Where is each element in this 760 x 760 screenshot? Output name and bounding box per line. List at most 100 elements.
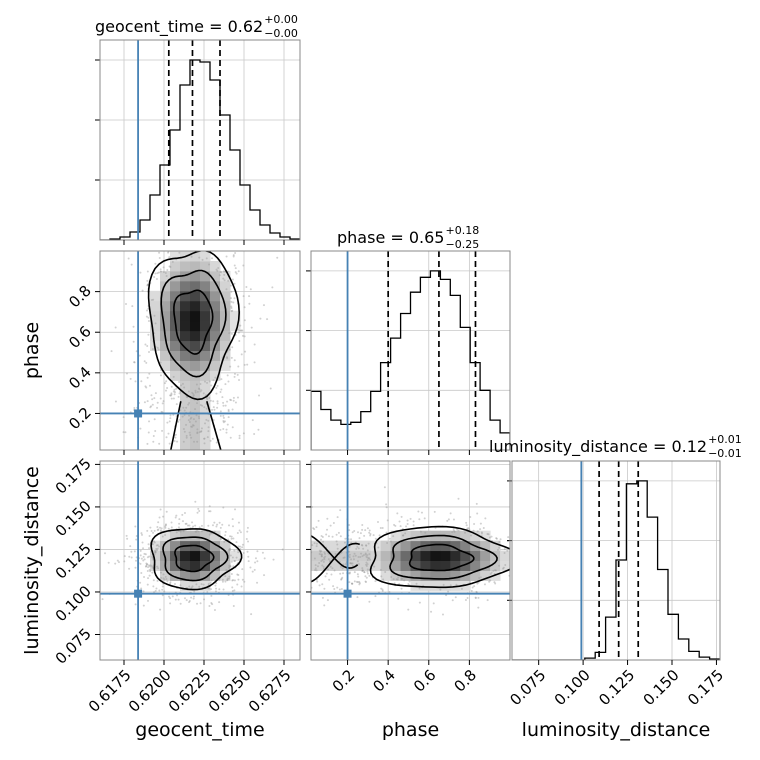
sample-point — [154, 272, 157, 275]
sample-point — [379, 526, 382, 529]
sample-point — [230, 310, 233, 313]
sample-point — [219, 414, 222, 417]
sample-point — [170, 393, 173, 396]
density-cell — [200, 280, 211, 292]
sample-point — [479, 576, 482, 579]
sample-point — [368, 531, 371, 534]
sample-point — [219, 270, 222, 273]
sample-point — [155, 549, 158, 552]
sample-point — [334, 552, 337, 555]
sample-point — [234, 267, 237, 270]
sample-point — [366, 572, 369, 575]
sample-point — [189, 224, 191, 226]
contour-level-3 — [369, 525, 510, 589]
sample-point — [174, 436, 177, 439]
sample-point — [350, 562, 353, 565]
sample-point — [229, 565, 232, 568]
sample-point — [127, 257, 130, 260]
density-cell — [480, 560, 491, 571]
sample-point — [166, 421, 169, 424]
sample-point — [197, 507, 200, 510]
sample-point — [224, 404, 227, 407]
sample-point — [226, 374, 229, 377]
sample-point — [323, 604, 326, 607]
sample-point — [361, 567, 364, 570]
sample-point — [239, 531, 242, 534]
sample-point — [196, 431, 199, 434]
sample-point — [207, 419, 210, 422]
sample-point — [362, 547, 365, 550]
sample-point — [494, 569, 497, 572]
sample-point — [203, 380, 206, 383]
sample-point — [395, 578, 398, 581]
sample-point — [351, 582, 354, 585]
sample-point — [228, 332, 231, 335]
sample-point — [182, 406, 185, 409]
sample-point — [476, 530, 479, 533]
sample-point — [358, 583, 361, 586]
density-cell — [150, 560, 161, 571]
sample-point — [374, 595, 377, 598]
sample-point — [227, 380, 230, 383]
density-cell — [180, 400, 191, 411]
density-cell — [160, 340, 171, 351]
sample-point — [153, 549, 156, 552]
sample-point — [182, 427, 185, 430]
density-cell — [190, 580, 201, 591]
sample-point — [245, 538, 248, 541]
sample-point — [140, 587, 143, 590]
sample-point — [234, 401, 237, 404]
sample-point — [203, 598, 206, 601]
sample-point — [203, 406, 206, 409]
density-cell — [170, 260, 181, 272]
sample-point — [394, 524, 397, 527]
sample-point — [237, 545, 240, 548]
sample-point — [333, 569, 336, 572]
sample-point — [340, 578, 343, 581]
sample-point — [326, 599, 329, 602]
sample-point — [145, 564, 148, 567]
density-cell — [200, 350, 211, 361]
density-cell — [190, 550, 201, 561]
density-cell — [340, 550, 352, 561]
density-cell — [220, 560, 231, 571]
sample-point — [198, 388, 201, 391]
sample-point — [241, 578, 244, 581]
sample-point — [320, 535, 323, 538]
density-cell — [220, 330, 231, 342]
density-cell — [400, 540, 411, 552]
x-axis-label-luminosity_distance: luminosity_distance — [522, 719, 711, 741]
sample-point — [269, 387, 272, 390]
density-cell — [180, 290, 191, 302]
sample-point — [194, 420, 197, 423]
sample-point — [147, 577, 150, 580]
sample-point — [180, 384, 183, 387]
sample-point — [376, 521, 379, 524]
density-cell — [450, 530, 461, 542]
density-cell — [440, 540, 451, 552]
sample-point — [266, 318, 269, 321]
sample-point — [165, 577, 168, 580]
sample-point — [188, 431, 191, 434]
density-cell — [200, 370, 211, 381]
sample-point — [455, 583, 458, 586]
sample-point — [144, 553, 147, 556]
sample-point — [322, 565, 325, 568]
sample-point — [407, 582, 410, 585]
sample-point — [110, 350, 113, 353]
sample-point — [131, 305, 134, 308]
sample-point — [241, 546, 244, 549]
sample-point — [316, 580, 319, 583]
sample-point — [147, 316, 150, 319]
y-tick-label: 0.100 — [52, 582, 95, 625]
sample-point — [556, 583, 558, 585]
sample-point — [242, 295, 245, 298]
sample-point — [358, 580, 361, 583]
sample-point — [139, 427, 142, 430]
sample-point — [135, 556, 138, 559]
sample-point — [142, 555, 145, 558]
sample-point — [207, 524, 210, 527]
sample-point — [230, 356, 233, 359]
sample-point — [168, 442, 171, 445]
density-cell — [490, 540, 501, 552]
